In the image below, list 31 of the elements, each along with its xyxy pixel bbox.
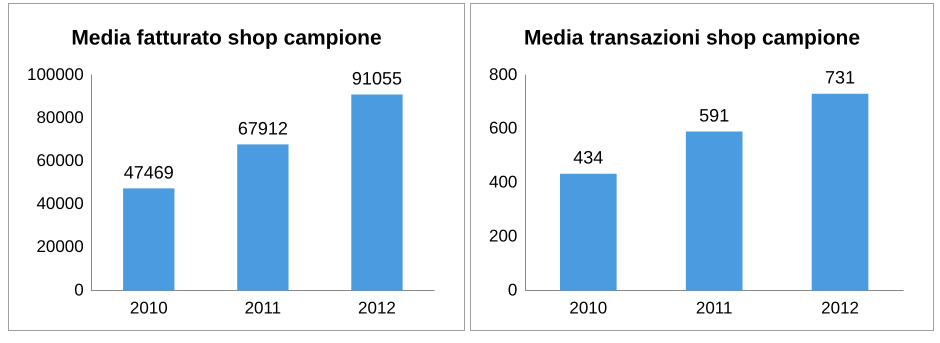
chart-title: Media transazioni shop campione <box>524 26 860 50</box>
y-tick-label: 0 <box>74 280 84 300</box>
y-tick-label: 800 <box>488 64 518 84</box>
data-label: 67912 <box>238 118 288 138</box>
bar <box>812 94 868 291</box>
y-tick-label: 100000 <box>26 64 84 84</box>
chart-title: Media fatturato shop campione <box>71 26 382 50</box>
data-label: 434 <box>573 148 604 168</box>
x-tick-label: 2011 <box>244 298 282 318</box>
bar <box>237 144 289 291</box>
data-label: 91055 <box>352 68 402 88</box>
y-tick-label: 0 <box>508 280 518 300</box>
y-tick-label: 400 <box>488 172 518 192</box>
x-tick-label: 2012 <box>821 298 859 318</box>
bar <box>351 94 403 291</box>
data-label: 47469 <box>124 162 174 182</box>
x-tick-label: 2011 <box>696 298 732 318</box>
x-tick-label: 2010 <box>130 298 168 318</box>
bar <box>686 131 743 291</box>
x-tick-label: 2010 <box>569 298 608 318</box>
y-tick-label: 20000 <box>36 237 84 256</box>
data-label: 591 <box>699 105 730 126</box>
bar <box>123 188 174 291</box>
y-tick-label: 60000 <box>36 151 84 170</box>
y-tick-label: 40000 <box>36 194 84 214</box>
bar <box>560 174 617 291</box>
x-tick-label: 2012 <box>358 298 396 318</box>
y-tick-label: 200 <box>488 226 518 246</box>
y-tick-label: 80000 <box>36 108 84 127</box>
y-tick-label: 600 <box>488 118 518 138</box>
data-label: 731 <box>825 68 856 88</box>
